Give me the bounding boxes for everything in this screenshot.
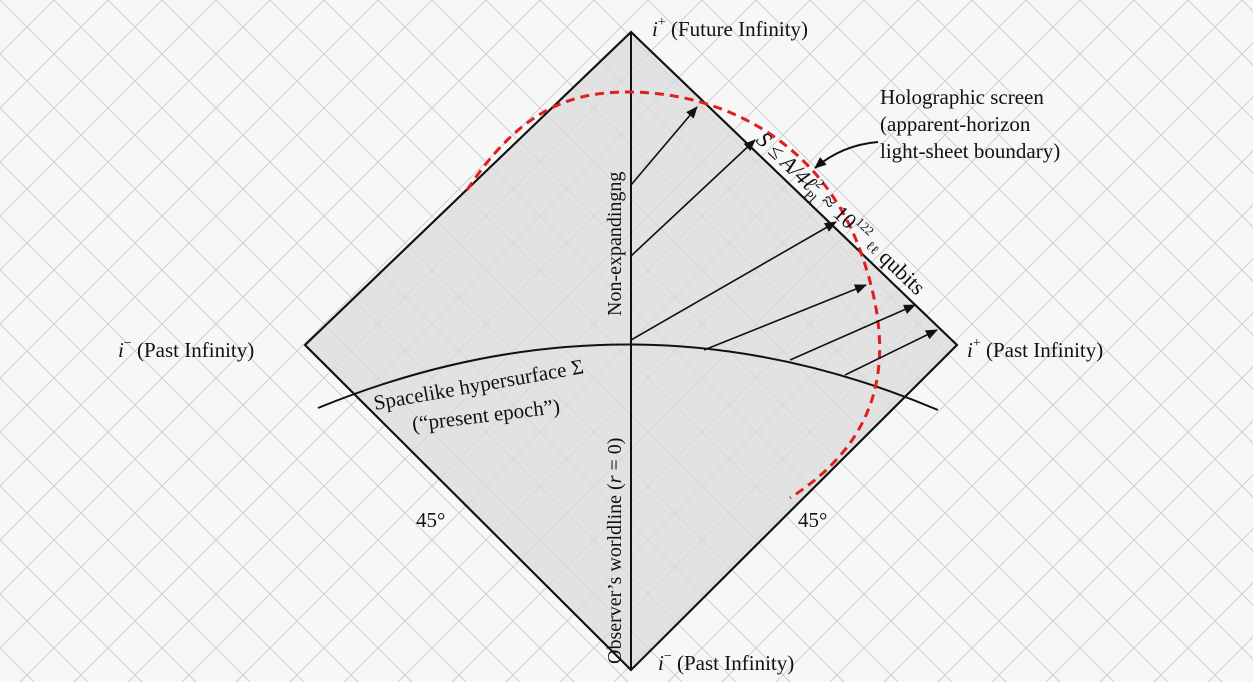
light-ray-arrow	[844, 329, 938, 376]
light-ray-arrow	[630, 106, 698, 186]
label-left-past-infinity: i− (Past Infinity)	[118, 336, 254, 362]
angle-right: 45°	[798, 508, 827, 532]
holo-label-line2: (apparent-horizon	[880, 112, 1031, 136]
holographic-screen	[465, 90, 882, 500]
holo-pointer-arrow	[814, 141, 879, 169]
label-future-infinity: i+ (Future Infinity)	[652, 15, 808, 41]
spacelike-hypersurface	[317, 343, 939, 411]
worldline-label: Observer’s worldline (r = 0)	[604, 438, 626, 664]
label-bottom-past-infinity: i− (Past Infinity)	[658, 649, 794, 675]
angle-left: 45°	[416, 508, 445, 532]
light-ray-arrows	[630, 106, 938, 376]
holo-label-line1: Holographic screen	[880, 85, 1044, 109]
holo-label-line3: light-sheet boundary)	[880, 139, 1060, 163]
light-ray-arrow	[789, 304, 916, 361]
light-ray-arrow	[630, 221, 837, 341]
non-expanding-label: Non-expandingng	[604, 172, 626, 316]
light-ray-arrow	[703, 284, 867, 351]
label-right-past-infinity: i+ (Past Infinity)	[967, 336, 1103, 362]
light-ray-arrow	[630, 139, 756, 257]
